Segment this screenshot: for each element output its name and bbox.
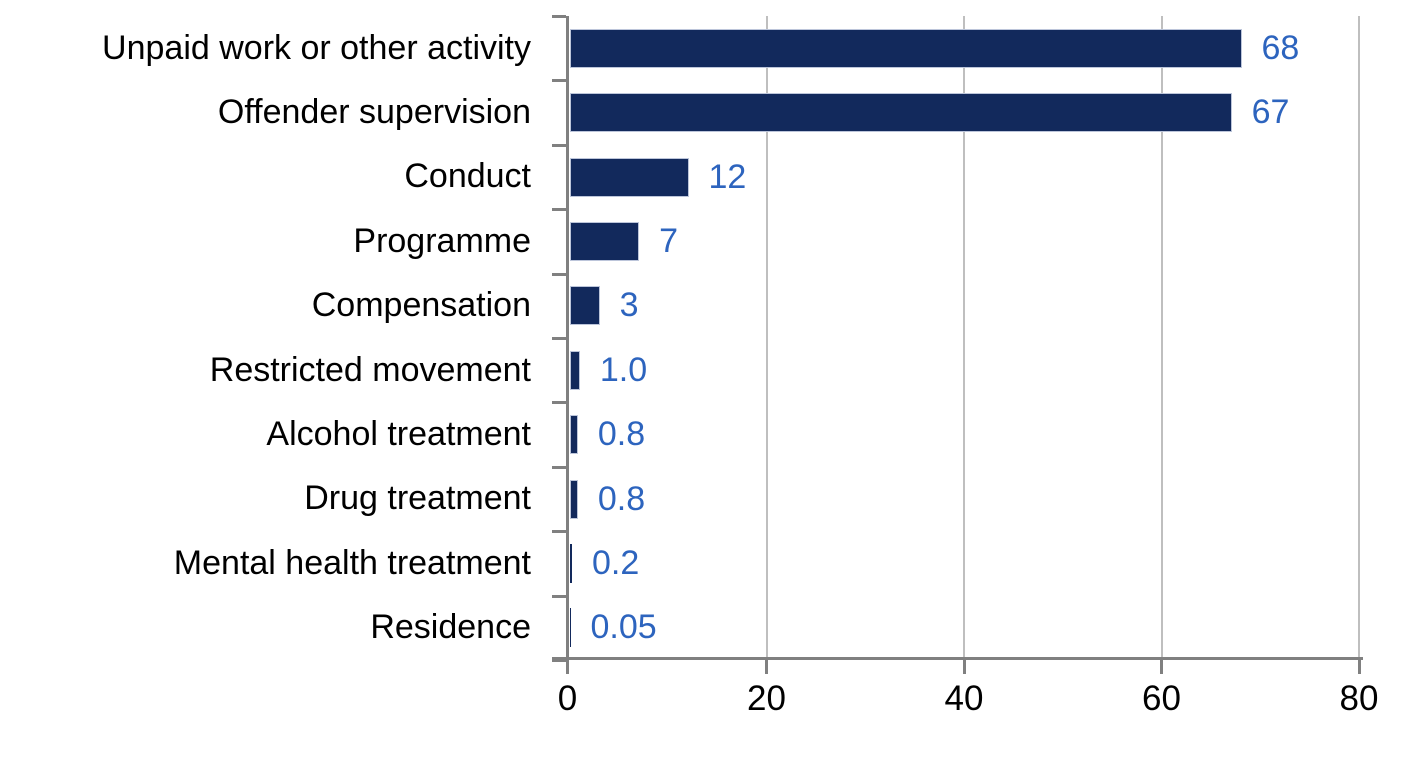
bar-2 [570, 93, 1232, 133]
x-tick-label-60: 60 [1142, 679, 1181, 718]
x-axis-tick-60 [1160, 657, 1163, 674]
x-axis-tick-80 [1357, 657, 1361, 674]
y-axis-tick [552, 659, 566, 662]
y-axis-tick [552, 401, 566, 405]
value-label-1: 68 [1261, 28, 1300, 67]
gridline-40 [963, 16, 965, 660]
bar-4 [570, 221, 640, 261]
x-axis-tick-20 [765, 657, 768, 674]
bar-10 [570, 608, 571, 648]
y-axis-tick [552, 143, 566, 147]
bar-9 [570, 543, 572, 583]
category-label-7: Alcohol treatment [266, 415, 531, 454]
category-label-1: Unpaid work or other activity [102, 28, 531, 67]
bar-6 [570, 350, 580, 390]
x-tick-label-40: 40 [944, 679, 984, 718]
value-label-6: 1.0 [599, 350, 648, 389]
value-label-7: 0.8 [597, 415, 646, 454]
y-axis-tick [552, 272, 566, 276]
bar-8 [570, 479, 578, 519]
value-label-8: 0.8 [597, 479, 646, 518]
category-label-9: Mental health treatment [173, 543, 531, 582]
x-tick-label-20: 20 [747, 679, 786, 718]
x-axis-line [552, 657, 1363, 660]
y-axis-tick [552, 530, 566, 534]
value-label-9: 0.2 [591, 543, 640, 582]
value-label-2: 67 [1251, 93, 1290, 132]
value-label-10: 0.05 [590, 608, 657, 647]
bar-1 [570, 28, 1242, 68]
category-label-5: Compensation [311, 286, 531, 325]
value-label-3: 12 [708, 157, 747, 196]
category-label-10: Residence [370, 608, 531, 647]
category-label-8: Drug treatment [304, 479, 531, 518]
y-axis-tick [552, 15, 566, 18]
category-label-3: Conduct [404, 157, 531, 196]
y-axis-tick [552, 594, 566, 598]
x-tick-label-0: 0 [557, 679, 578, 718]
gridline-20 [765, 16, 768, 660]
bar-5 [570, 286, 600, 326]
y-axis-tick [552, 208, 566, 212]
category-label-4: Programme [353, 221, 531, 260]
x-tick-label-80: 80 [1339, 679, 1379, 718]
y-axis-tick [552, 79, 566, 83]
value-label-4: 7 [659, 221, 679, 260]
gridline-60 [1160, 16, 1163, 660]
category-label-2: Offender supervision [217, 93, 531, 132]
bar-3 [570, 157, 689, 197]
gridline-80 [1358, 16, 1360, 660]
y-axis-line [566, 16, 569, 674]
value-label-5: 3 [619, 286, 639, 325]
y-axis-tick [552, 337, 566, 340]
x-axis-tick-0 [566, 657, 569, 674]
x-axis-tick-40 [962, 657, 966, 674]
y-axis-tick [552, 465, 566, 469]
category-label-6: Restricted movement [209, 350, 531, 389]
bar-7 [570, 415, 578, 455]
